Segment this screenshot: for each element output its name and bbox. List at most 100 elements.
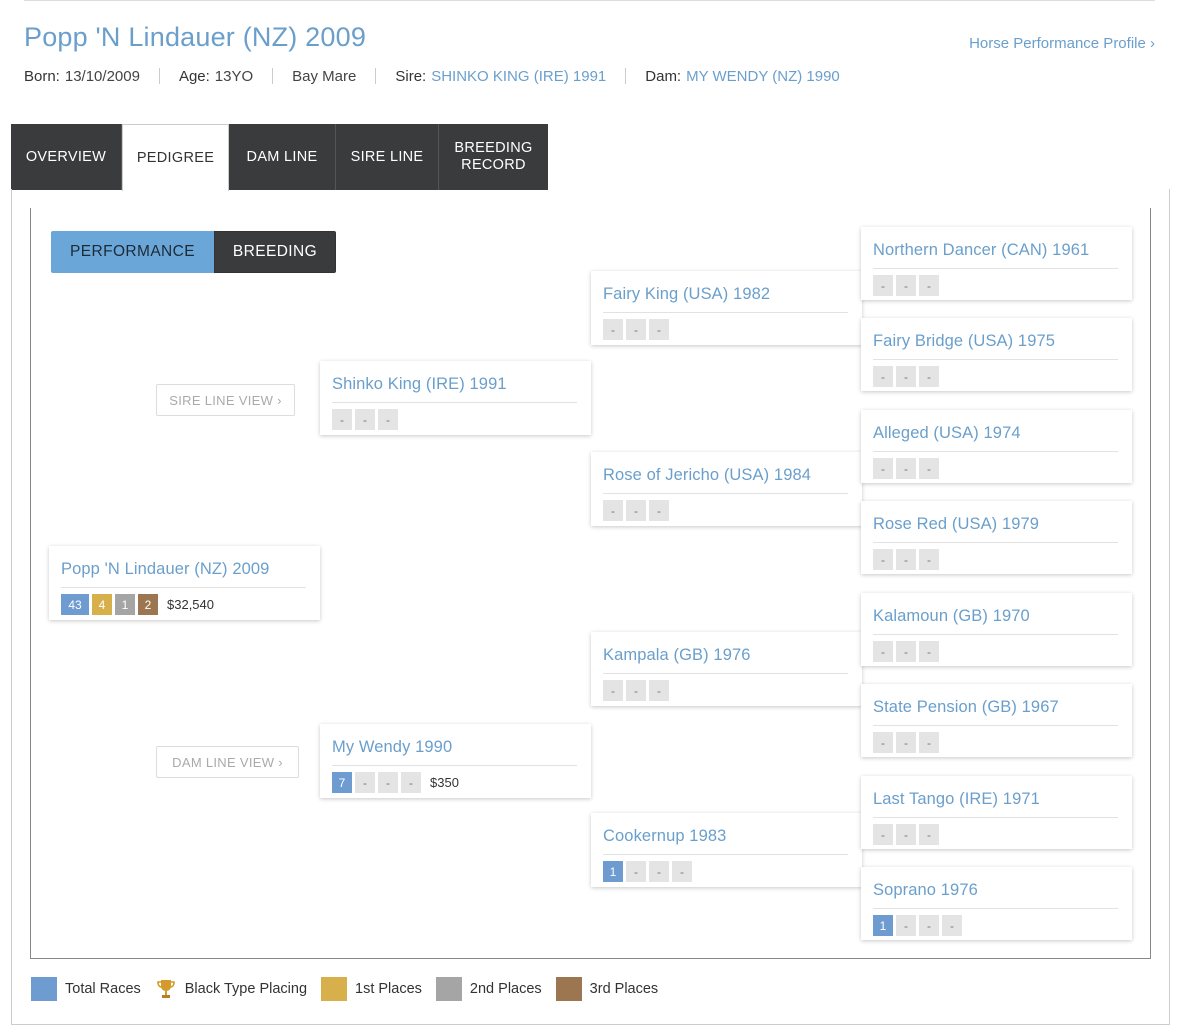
race-stats: - - - xyxy=(873,549,942,570)
legend-label: Total Races xyxy=(65,980,141,997)
total-races-badge: 1 xyxy=(603,861,623,882)
stat-badge: - xyxy=(873,732,893,753)
stat-badge: - xyxy=(672,861,692,882)
dam-link[interactable]: MY WENDY (NZ) 1990 xyxy=(686,67,840,85)
stat-badge: - xyxy=(919,275,939,296)
legend-label: 1st Places xyxy=(355,980,422,997)
pedigree-card-sdd: Rose Red (USA) 1979 - - - xyxy=(861,501,1132,574)
pedigree-card-dsd: State Pension (GB) 1967 - - - xyxy=(861,684,1132,757)
born-info: Born: 13/10/2009 xyxy=(24,68,140,85)
horse-name-link[interactable]: Kalamoun (GB) 1970 xyxy=(873,607,1030,625)
top-divider xyxy=(24,0,1155,1)
horse-name-link[interactable]: Northern Dancer (CAN) 1961 xyxy=(873,241,1090,259)
stat-badge: - xyxy=(626,500,646,521)
card-divider xyxy=(873,908,1118,909)
stat-badge: - xyxy=(896,732,916,753)
card-divider xyxy=(332,402,577,403)
total-races-badge: 7 xyxy=(332,772,352,793)
horse-name-link[interactable]: Kampala (GB) 1976 xyxy=(603,646,751,664)
stat-badge: - xyxy=(649,861,669,882)
horse-name-link[interactable]: Soprano 1976 xyxy=(873,881,978,899)
first-places-badge: 4 xyxy=(92,594,112,615)
horse-name-link[interactable]: Last Tango (IRE) 1971 xyxy=(873,790,1040,808)
stat-badge: - xyxy=(603,680,623,701)
stat-badge: - xyxy=(603,500,623,521)
performance-toggle-button[interactable]: PERFORMANCE xyxy=(51,231,214,273)
born-value: 13/10/2009 xyxy=(64,67,140,85)
stat-badge: - xyxy=(649,500,669,521)
age-label: Age: xyxy=(178,67,210,85)
stat-badge: - xyxy=(626,319,646,340)
stat-badge: - xyxy=(896,275,916,296)
stat-badge: - xyxy=(919,458,939,479)
tab-breeding-record-line1: BREEDING xyxy=(454,140,533,156)
sire-link[interactable]: SHINKO KING (IRE) 1991 xyxy=(431,67,607,85)
stat-badge: - xyxy=(355,409,375,430)
pedigree-frame xyxy=(30,208,1151,959)
pedigree-card-ddd: Soprano 1976 1 - - - xyxy=(861,867,1132,940)
stat-badge: - xyxy=(896,549,916,570)
meta-separator xyxy=(158,68,160,84)
race-stats: - - - xyxy=(603,500,672,521)
tab-breeding-record[interactable]: BREEDING RECORD xyxy=(439,124,548,190)
tab-pedigree[interactable]: PEDIGREE xyxy=(122,124,229,191)
sire-line-view-button[interactable]: SIRE LINE VIEW › xyxy=(156,384,295,416)
horse-name-link[interactable]: Shinko King (IRE) 1991 xyxy=(332,375,507,393)
stat-badge: - xyxy=(873,366,893,387)
horse-name-link[interactable]: State Pension (GB) 1967 xyxy=(873,698,1059,716)
legend-second-places: 2nd Places xyxy=(435,976,542,1001)
stat-badge: - xyxy=(896,824,916,845)
third-places-badge: 2 xyxy=(138,594,158,615)
stat-badge: - xyxy=(919,824,939,845)
horse-name-link[interactable]: Popp 'N Lindauer (NZ) 2009 xyxy=(61,560,270,578)
pedigree-card-sire: Shinko King (IRE) 1991 - - - xyxy=(320,361,591,435)
stat-badge: - xyxy=(919,732,939,753)
tab-dam-line[interactable]: DAM LINE xyxy=(229,124,336,190)
legend: Total Races Black Type Placing 1st Place… xyxy=(31,976,672,1001)
stat-badge: - xyxy=(626,680,646,701)
tab-overview[interactable]: OVERVIEW xyxy=(11,124,122,190)
race-stats: - - - xyxy=(873,366,942,387)
meta-separator xyxy=(625,68,627,84)
horse-performance-profile-link[interactable]: Horse Performance Profile › xyxy=(969,35,1155,52)
pedigree-card-subject: Popp 'N Lindauer (NZ) 2009 43 4 1 2 $32,… xyxy=(49,546,320,620)
card-divider xyxy=(603,673,848,674)
born-label: Born: xyxy=(24,67,60,85)
race-stats: - - - xyxy=(873,824,942,845)
stat-badge: - xyxy=(919,366,939,387)
pedigree-card-ssd: Fairy Bridge (USA) 1975 - - - xyxy=(861,318,1132,391)
horse-meta-row: Born: 13/10/2009 Age: 13YO Bay Mare Sire… xyxy=(24,66,840,86)
card-divider xyxy=(603,854,848,855)
pedigree-card-sss: Northern Dancer (CAN) 1961 - - - xyxy=(861,227,1132,300)
tab-panel xyxy=(11,189,1170,1025)
tab-sire-line[interactable]: SIRE LINE xyxy=(336,124,439,190)
race-stats: - - - xyxy=(873,275,942,296)
horse-name-link[interactable]: Fairy Bridge (USA) 1975 xyxy=(873,332,1056,350)
horse-name-link[interactable]: Cookernup 1983 xyxy=(603,827,727,845)
race-stats: - - - xyxy=(603,319,672,340)
horse-name-link[interactable]: Rose of Jericho (USA) 1984 xyxy=(603,466,812,484)
breeding-toggle-button[interactable]: BREEDING xyxy=(214,231,336,273)
pedigree-card-dam-sire: Kampala (GB) 1976 - - - xyxy=(591,632,862,706)
card-divider xyxy=(873,542,1118,543)
horse-name-link[interactable]: Rose Red (USA) 1979 xyxy=(873,515,1040,533)
legend-total-races: Total Races xyxy=(31,976,141,1001)
stat-badge: - xyxy=(873,275,893,296)
card-divider xyxy=(873,359,1118,360)
prize-money: $32,540 xyxy=(167,597,214,612)
sire-info: Sire: SHINKO KING (IRE) 1991 xyxy=(395,68,606,85)
stat-badge: - xyxy=(896,915,916,936)
race-stats: 7 - - - $350 xyxy=(332,772,459,793)
stat-badge: - xyxy=(919,915,939,936)
age-info: Age: 13YO xyxy=(179,68,253,85)
dam-line-view-button[interactable]: DAM LINE VIEW › xyxy=(156,746,299,778)
horse-name-link[interactable]: My Wendy 1990 xyxy=(332,738,453,756)
stat-badge: - xyxy=(873,824,893,845)
stat-badge: - xyxy=(896,366,916,387)
horse-name-link[interactable]: Fairy King (USA) 1982 xyxy=(603,285,771,303)
stat-badge: - xyxy=(942,915,962,936)
meta-separator xyxy=(272,68,274,84)
race-stats: - - - xyxy=(603,680,672,701)
age-value: 13YO xyxy=(214,67,254,85)
horse-name-link[interactable]: Alleged (USA) 1974 xyxy=(873,424,1021,442)
